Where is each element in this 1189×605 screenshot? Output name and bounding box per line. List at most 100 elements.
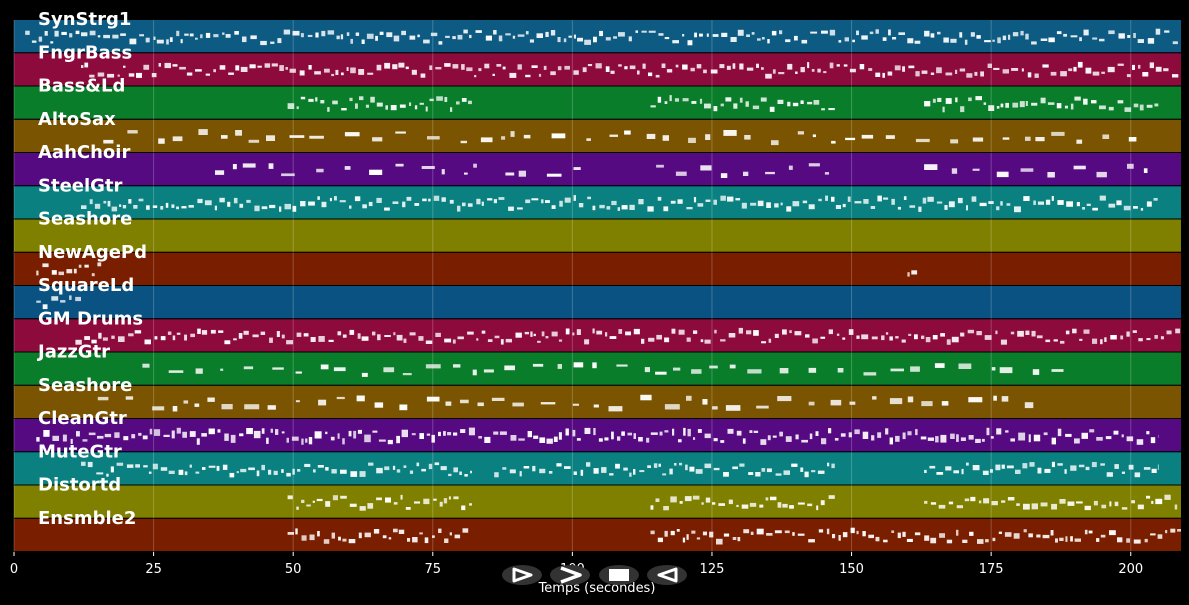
note [168, 370, 184, 373]
note [713, 467, 720, 471]
note [826, 528, 830, 535]
note [395, 163, 404, 167]
note [97, 396, 109, 401]
note [287, 495, 293, 500]
note [96, 472, 104, 475]
note [650, 105, 656, 108]
note [859, 64, 865, 70]
note [533, 333, 536, 337]
note [114, 432, 120, 438]
note [909, 205, 916, 208]
fast-forward-button[interactable] [550, 565, 590, 585]
note [1040, 97, 1046, 104]
note [425, 106, 428, 112]
note [682, 64, 688, 70]
note [756, 528, 764, 535]
note [1149, 62, 1154, 69]
note [75, 339, 82, 345]
note [457, 205, 461, 212]
note [257, 65, 262, 68]
note [805, 334, 810, 338]
note [107, 200, 111, 207]
note [618, 329, 623, 334]
note [201, 330, 208, 335]
note [376, 497, 382, 501]
note [253, 430, 261, 439]
note [69, 33, 73, 38]
note [924, 535, 930, 541]
note [572, 429, 576, 437]
note [1018, 432, 1026, 441]
note [725, 405, 741, 411]
note [671, 328, 676, 334]
note [976, 35, 981, 39]
note [1166, 330, 1172, 335]
note [218, 330, 224, 333]
note [739, 97, 743, 103]
note [674, 98, 679, 102]
track-notes [81, 195, 1158, 213]
note [721, 32, 728, 37]
note [256, 470, 260, 477]
note [349, 503, 357, 507]
note [444, 338, 452, 343]
note [318, 399, 327, 406]
note [1002, 35, 1007, 41]
note [885, 135, 895, 139]
note [760, 97, 767, 102]
note [573, 167, 581, 170]
note [123, 65, 126, 68]
note [205, 73, 210, 76]
note [246, 428, 253, 435]
note [73, 268, 77, 274]
note [996, 171, 1009, 178]
note [138, 432, 142, 436]
play-button[interactable] [502, 565, 542, 585]
note [531, 198, 539, 201]
note [812, 338, 818, 344]
note [675, 64, 679, 68]
note [945, 98, 952, 104]
note [974, 71, 978, 76]
note [139, 34, 144, 37]
note [921, 401, 933, 407]
note [789, 505, 794, 509]
note [1055, 538, 1058, 543]
note [370, 96, 375, 103]
note [434, 462, 440, 466]
note [1172, 74, 1179, 78]
note [195, 368, 203, 374]
note [779, 368, 789, 374]
note [156, 39, 164, 44]
note [1084, 529, 1088, 535]
note [1121, 434, 1124, 438]
note [712, 406, 718, 410]
note [726, 65, 731, 70]
note [915, 71, 920, 77]
note [1047, 102, 1055, 105]
note [1042, 64, 1049, 68]
note [593, 468, 599, 474]
note [777, 502, 782, 508]
note [374, 402, 384, 408]
note [894, 65, 901, 71]
note [281, 469, 284, 473]
note [219, 65, 226, 70]
note [419, 102, 424, 105]
note [720, 173, 728, 178]
note [239, 203, 244, 208]
note [1013, 533, 1020, 539]
note [736, 504, 739, 507]
note [1032, 369, 1040, 375]
note [1040, 38, 1048, 41]
note [1144, 538, 1148, 543]
note [392, 64, 398, 70]
note [320, 100, 325, 104]
rewind-button[interactable] [647, 565, 687, 585]
note [576, 329, 581, 335]
note [658, 463, 661, 467]
note [725, 97, 732, 102]
stop-button[interactable] [599, 565, 639, 585]
note [813, 100, 820, 105]
note [405, 66, 409, 70]
